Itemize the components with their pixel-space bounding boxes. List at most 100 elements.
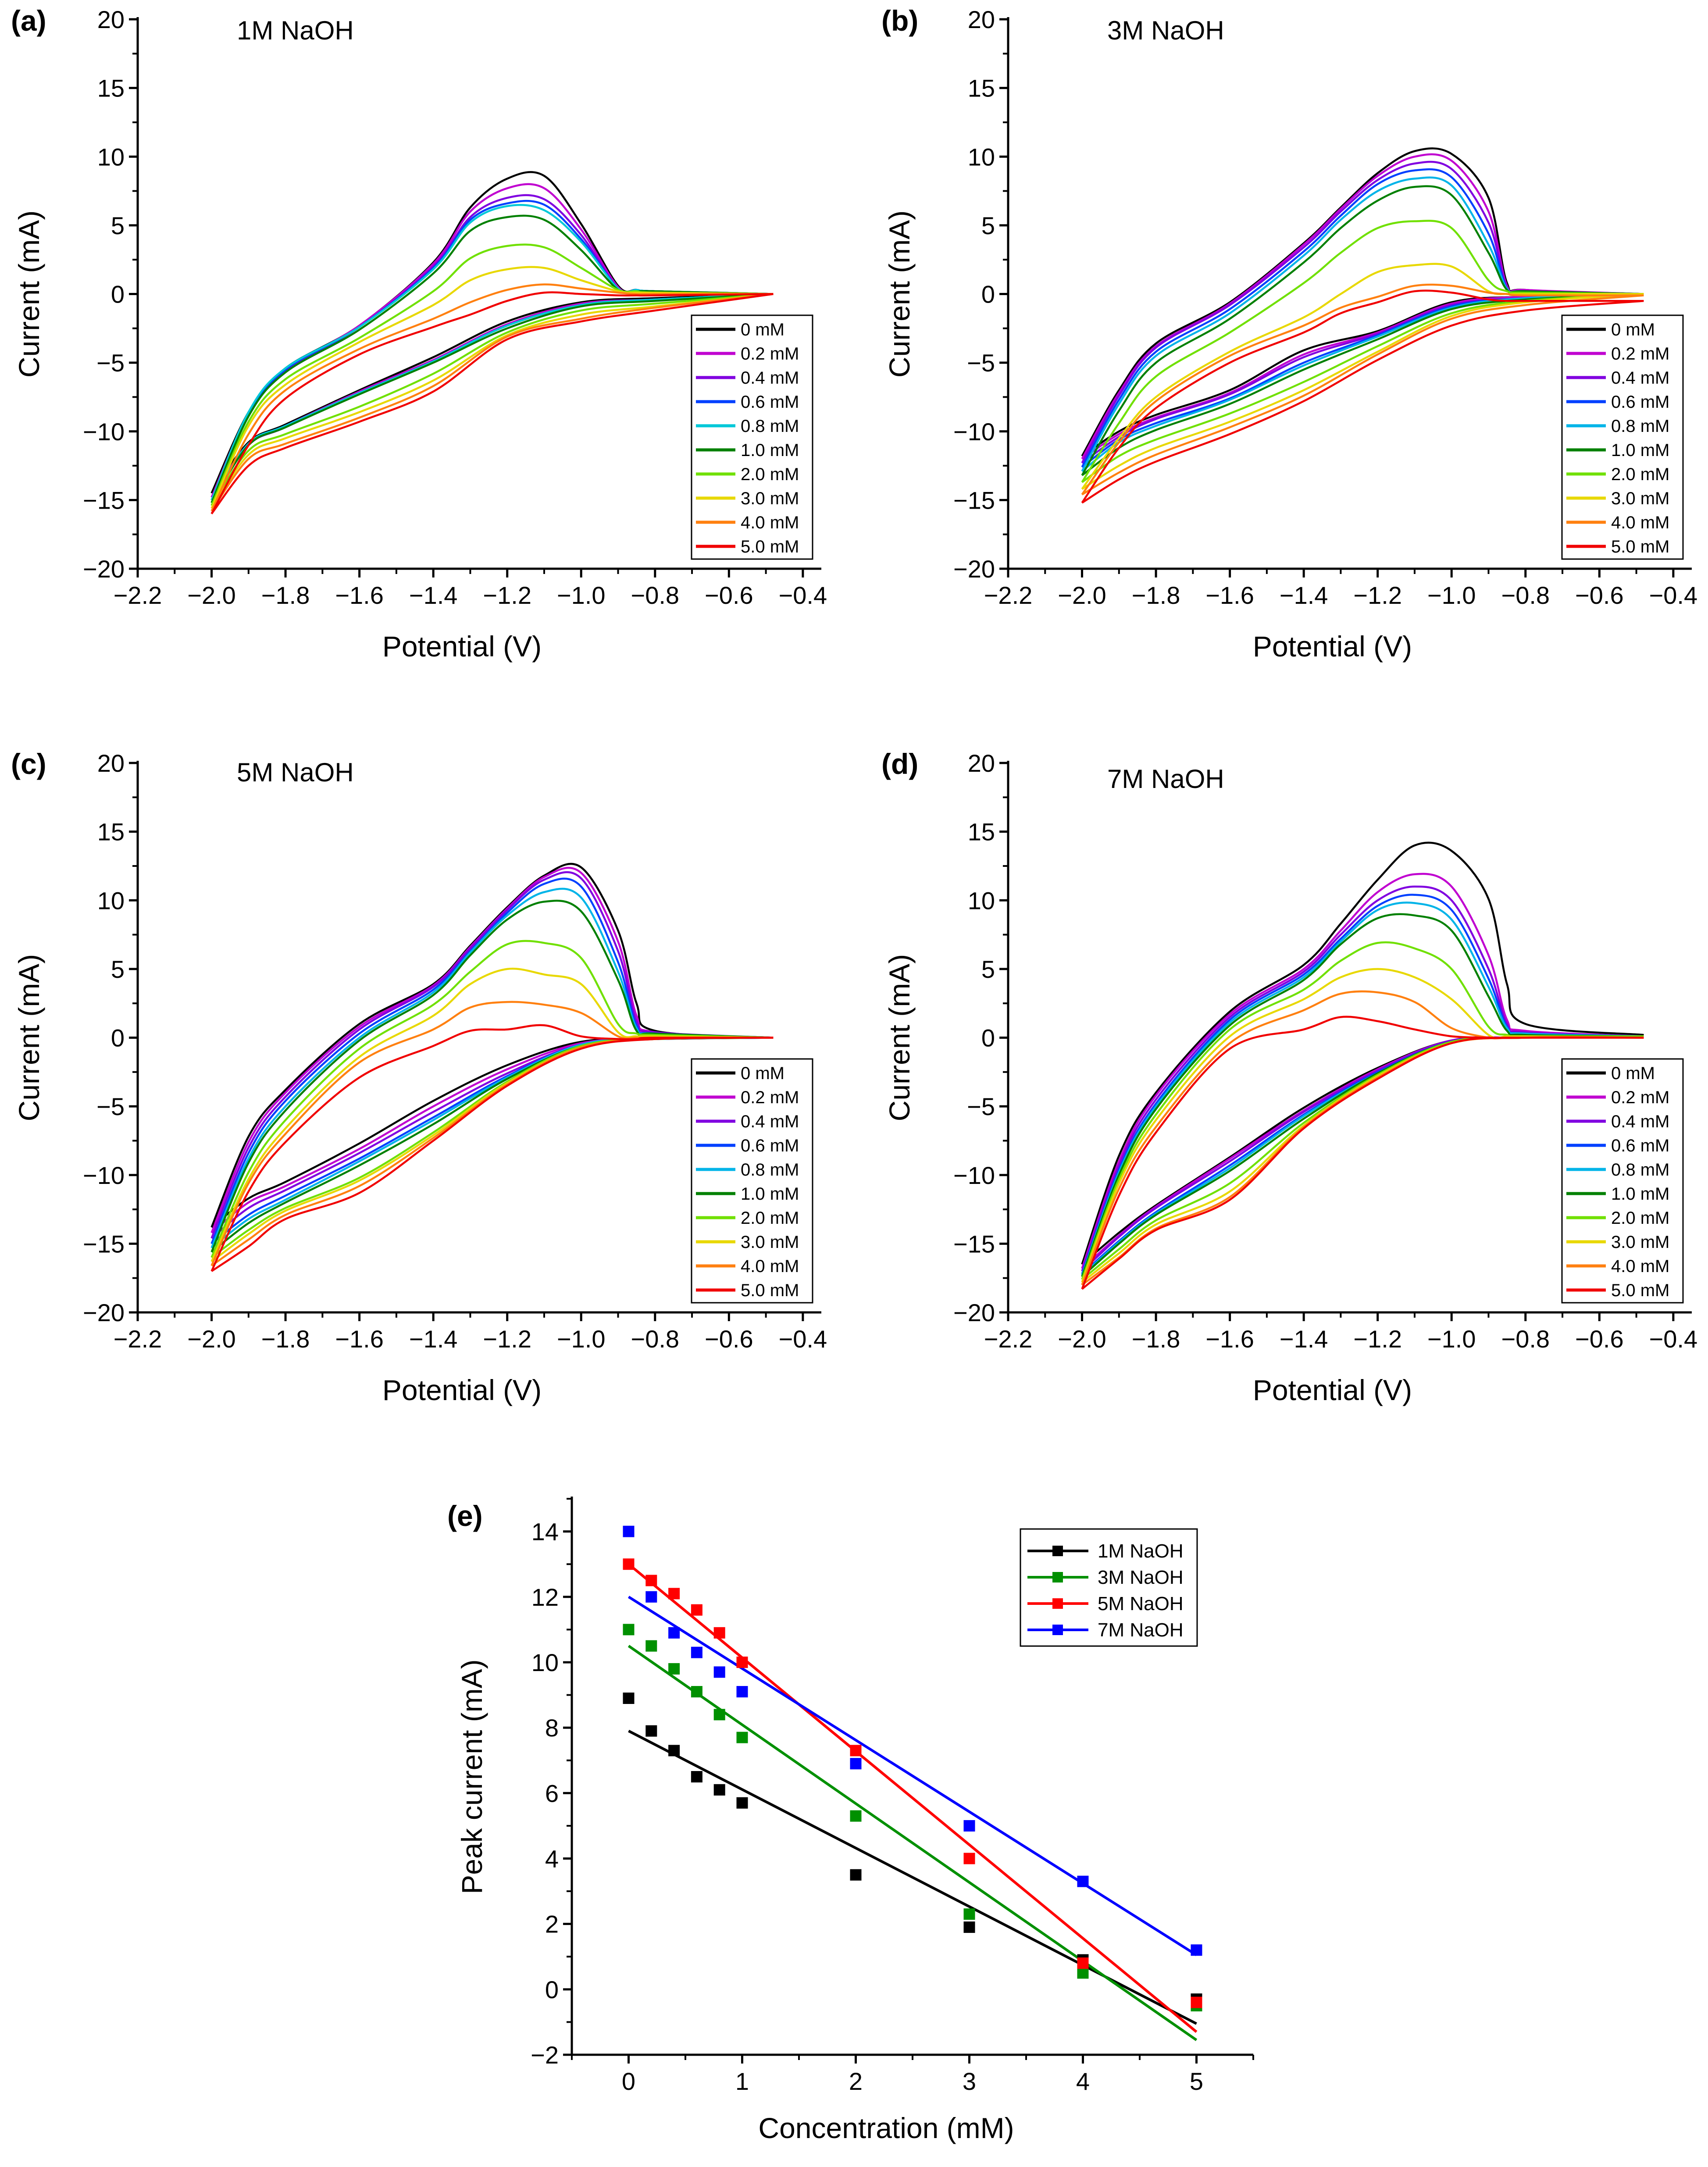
data-point-1MNaOH (850, 1869, 862, 1881)
y-tick-label: 0 (981, 1024, 995, 1052)
legend-entry: 0.2 mM (1611, 344, 1669, 364)
legend-entry: 5.0 mM (741, 537, 799, 556)
cv-curve-forward-0.2mM (210, 866, 774, 1233)
y-axis-label: Current (mA) (13, 210, 45, 378)
x-tick-label: −1.4 (1280, 1325, 1328, 1353)
x-tick-label: −1.0 (1427, 1325, 1476, 1353)
y-tick-label: 6 (545, 1779, 559, 1807)
y-axis-label: Current (mA) (883, 210, 916, 378)
data-point-3MNaOH (736, 1732, 748, 1743)
data-point-5MNaOH (713, 1627, 725, 1639)
legend-entry: 0 mM (741, 1064, 784, 1083)
legend-entry: 0.2 mM (741, 344, 799, 364)
legend-entry: 3.0 mM (741, 1233, 799, 1252)
y-tick-label: −15 (953, 486, 995, 514)
y-axis-label: Current (mA) (883, 954, 916, 1121)
y-tick-label: 15 (97, 75, 125, 102)
cv-curve-forward-5.0mM (1081, 289, 1644, 503)
cv-curve-forward-5.0mM (210, 291, 774, 514)
cv-curve-forward-0.4mM (210, 871, 774, 1239)
data-point-5MNaOH (1191, 1996, 1202, 2008)
x-tick-label: −0.4 (1649, 581, 1698, 609)
cv-curve-reverse-0.8mM (210, 293, 774, 501)
cv-curve-forward-0.4mM (1081, 885, 1644, 1272)
y-axis-label: Current (mA) (13, 954, 45, 1121)
x-tick-label: −0.8 (631, 581, 680, 609)
cv-curve-forward-4.0mM (210, 283, 774, 512)
cv-curve-forward-0mM (1081, 841, 1644, 1265)
legend-entry: 0 mM (1611, 1064, 1655, 1083)
cv-curve-reverse-0.8mM (211, 1037, 774, 1249)
x-tick-label: −1.4 (409, 1325, 458, 1353)
y-tick-label: 5 (111, 212, 125, 239)
panel-title: 3M NaOH (1107, 16, 1224, 45)
data-point-3MNaOH (668, 1663, 680, 1675)
cv-curve-reverse-0mM (1081, 293, 1644, 457)
legend-entry: 4.0 mM (1611, 1257, 1669, 1276)
legend-entry: 4.0 mM (1611, 513, 1669, 532)
x-tick-label: −0.6 (705, 581, 753, 609)
cv-curve-forward-2.0mM (1081, 941, 1644, 1280)
cv-curve-reverse-0.8mM (1081, 1035, 1644, 1276)
legend-entry: 2.0 mM (1611, 465, 1669, 484)
legend-swatch-marker (1052, 1572, 1063, 1582)
x-tick-label: −1.6 (1205, 1325, 1254, 1353)
x-tick-label: −2.2 (114, 581, 162, 609)
cv-curve-forward-1.0mM (1081, 913, 1644, 1277)
panel-label: (d) (881, 748, 918, 780)
cv-curve-reverse-3.0mM (1081, 293, 1644, 490)
legend-entry: 1.0 mM (741, 441, 799, 460)
cv-curve-forward-0.8mM (210, 887, 774, 1248)
cv-curve-reverse-0.4mM (1081, 1035, 1644, 1272)
data-point-7MNaOH (668, 1627, 680, 1639)
legend-box (1020, 1528, 1198, 1647)
y-tick-label: 14 (531, 1518, 559, 1546)
x-tick-label: −2.2 (984, 581, 1033, 609)
x-tick-label: −1.8 (1132, 1325, 1180, 1353)
cv-curve-forward-0.6mM (210, 200, 774, 501)
cv-curve-reverse-4.0mM (1081, 294, 1644, 495)
data-point-7MNaOH (713, 1666, 725, 1678)
cv-curve-forward-1.0mM (210, 214, 774, 503)
x-tick-label: −1.6 (335, 1325, 384, 1353)
cv-curve-reverse-0.2mM (210, 293, 774, 498)
cv-curve-reverse-2.0mM (210, 293, 774, 506)
cv-curve-reverse-0.4mM (1081, 293, 1644, 464)
legend-entry: 3M NaOH (1098, 1567, 1184, 1588)
x-tick-label: −1.0 (557, 581, 606, 609)
data-point-1MNaOH (645, 1725, 657, 1737)
y-tick-label: 10 (531, 1649, 559, 1676)
x-axis-label: Concentration (mM) (758, 2112, 1014, 2144)
cv-curve-reverse-0.6mM (211, 1037, 774, 1245)
x-tick-label: −0.4 (779, 1325, 827, 1353)
x-tick-label: −1.0 (557, 1325, 606, 1353)
data-point-5MNaOH (645, 1575, 657, 1586)
legend-entry: 1.0 mM (1611, 1184, 1669, 1204)
x-tick-label: 2 (849, 2067, 863, 2095)
legend: 0 mM 0.2 mM 0.4 mM 0.6 mM 0.8 mM 1.0 mM 2.0 mM… (1561, 1058, 1684, 1304)
x-tick-label: −0.4 (1649, 1325, 1698, 1353)
cv-curve-reverse-0mM (1081, 1034, 1644, 1265)
x-tick-label: −0.4 (779, 581, 827, 609)
legend-box (1561, 1058, 1684, 1304)
panel-label: (b) (881, 4, 918, 37)
legend-entry: 3.0 mM (741, 489, 799, 508)
data-point-1MNaOH (963, 1921, 975, 1933)
cv-curve-reverse-0.6mM (210, 293, 774, 501)
y-tick-label: −5 (967, 1093, 995, 1120)
cv-curve-forward-3.0mM (1081, 968, 1644, 1283)
legend-entry: 1.0 mM (741, 1184, 799, 1204)
y-tick-label: 15 (968, 75, 995, 102)
cv-curve-reverse-0.2mM (1081, 293, 1644, 460)
data-point-5MNaOH (623, 1558, 635, 1570)
data-point-1MNaOH (668, 1745, 680, 1757)
cv-curve-forward-0.4mM (1081, 160, 1644, 463)
fit-line-5MNaOH (628, 1563, 1198, 2033)
data-point-7MNaOH (963, 1820, 975, 1832)
y-tick-label: 20 (97, 749, 125, 777)
x-tick-label: −1.2 (1353, 581, 1402, 609)
